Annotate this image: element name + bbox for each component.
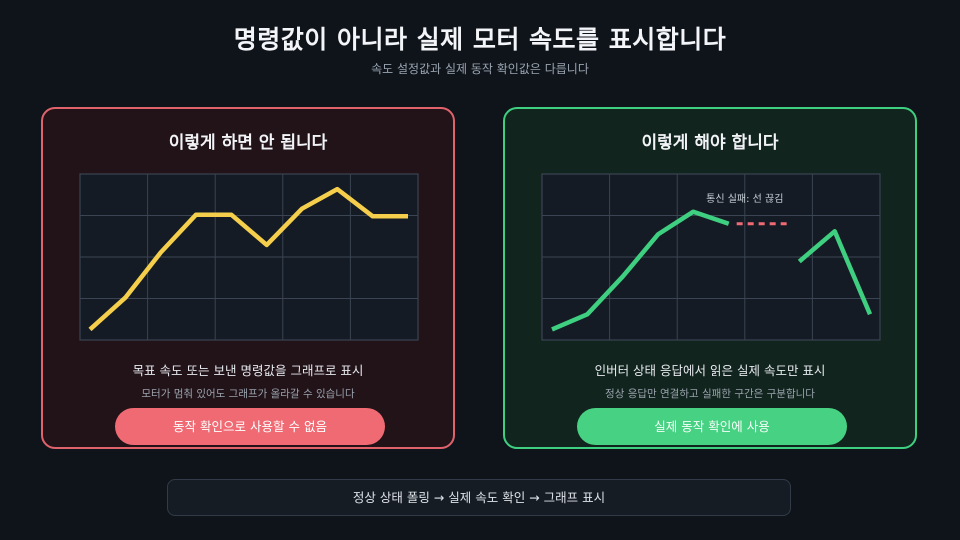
bad-status-button[interactable]: 동작 확인으로 사용할 수 없음 xyxy=(115,408,385,445)
series-line xyxy=(88,186,408,332)
gap-annotation: 통신 실패: 선 끊김 xyxy=(706,193,783,205)
good-actual-speed-chart: 통신 실패: 선 끊김 xyxy=(541,173,881,341)
process-flow-bar: 정상 상태 폴링 → 실제 속도 확인 → 그래프 표시 xyxy=(167,479,791,516)
bad-panel-title: 이렇게 하면 안 됩니다 xyxy=(168,133,328,153)
good-panel-title: 이렇게 해야 합니다 xyxy=(641,133,779,153)
good-example-panel: 이렇게 해야 합니다 통신 실패: 선 끊김 인버터 상태 응답에서 읽은 실제… xyxy=(503,107,917,449)
bad-command-chart xyxy=(79,173,419,341)
bad-example-panel: 이렇게 하면 안 됩니다 목표 속도 또는 보낸 명령값을 그래프로 표시 모터… xyxy=(41,107,455,449)
page-subtitle: 속도 설정값과 실제 동작 확인값은 다릅니다 xyxy=(371,62,589,76)
series-line xyxy=(551,209,730,332)
bad-panel-note: 모터가 멈춰 있어도 그래프가 올라갈 수 있습니다 xyxy=(141,388,355,400)
good-status-button[interactable]: 실제 동작 확인에 사용 xyxy=(577,408,847,445)
good-panel-description: 인버터 상태 응답에서 읽은 실제 속도만 표시 xyxy=(594,363,826,378)
bad-panel-description: 목표 속도 또는 보낸 명령값을 그래프로 표시 xyxy=(132,363,364,378)
page-title: 명령값이 아니라 실제 모터 속도를 표시합니다 xyxy=(233,25,727,54)
good-panel-note: 정상 응답만 연결하고 실패한 구간은 구분합니다 xyxy=(605,388,815,400)
